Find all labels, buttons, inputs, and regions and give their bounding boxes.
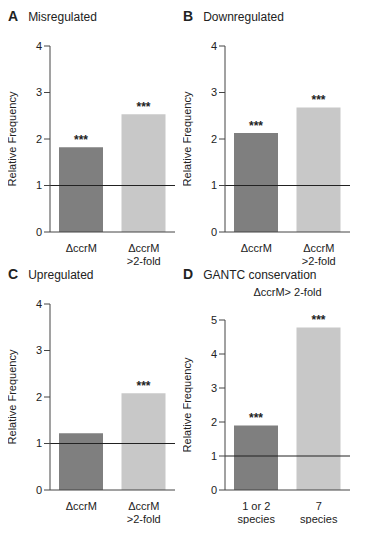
svg-text:2: 2 bbox=[211, 133, 217, 145]
svg-text:1: 1 bbox=[36, 179, 42, 191]
svg-text:2: 2 bbox=[36, 391, 42, 403]
svg-text:***: *** bbox=[136, 379, 150, 393]
svg-text:1: 1 bbox=[36, 437, 42, 449]
html-text:A: A bbox=[8, 8, 19, 24]
svg-text:7species: 7species bbox=[300, 500, 338, 524]
html-text:D: D bbox=[183, 266, 194, 282]
svg-text:ΔccrM: ΔccrM bbox=[66, 500, 97, 512]
html-text:Misregulated: Misregulated bbox=[28, 10, 97, 24]
svg-text:1: 1 bbox=[211, 179, 217, 191]
svg-text:1 or 2species: 1 or 2species bbox=[238, 500, 276, 524]
svg-text:Relative Frequency: Relative Frequency bbox=[8, 91, 18, 186]
svg-text:***: *** bbox=[136, 100, 150, 114]
svg-text:3: 3 bbox=[211, 382, 217, 394]
svg-text:ΔccrM>2-fold: ΔccrM>2-fold bbox=[302, 242, 336, 266]
svg-text:0: 0 bbox=[211, 226, 217, 238]
svg-text:0: 0 bbox=[36, 484, 42, 496]
svg-text:0: 0 bbox=[211, 484, 217, 496]
html-text:GANTC conservation: GANTC conservation bbox=[203, 268, 317, 282]
svg-text:ΔccrM: ΔccrM bbox=[66, 242, 97, 254]
svg-text:***: *** bbox=[74, 133, 88, 147]
svg-text:ΔccrM>2-fold: ΔccrM>2-fold bbox=[127, 242, 161, 266]
svg-text:ΔccrM>2-fold: ΔccrM>2-fold bbox=[127, 500, 161, 524]
svg-text:***: *** bbox=[249, 411, 263, 425]
svg-text:***: *** bbox=[311, 313, 325, 327]
html-text:B: B bbox=[183, 8, 194, 24]
html-text:C: C bbox=[8, 266, 19, 282]
svg-text:Relative Frequency: Relative Frequency bbox=[8, 349, 18, 444]
svg-text:5: 5 bbox=[211, 314, 217, 326]
svg-text:3: 3 bbox=[211, 86, 217, 98]
svg-text:Relative Frequency: Relative Frequency bbox=[183, 91, 193, 186]
svg-text:2: 2 bbox=[36, 133, 42, 145]
svg-text:4: 4 bbox=[36, 40, 42, 52]
html-text:Upregulated: Upregulated bbox=[28, 268, 94, 282]
svg-text:0: 0 bbox=[36, 226, 42, 238]
svg-text:Relative Frequency: Relative Frequency bbox=[183, 357, 193, 452]
svg-text:3: 3 bbox=[36, 344, 42, 356]
svg-text:2: 2 bbox=[211, 416, 217, 428]
svg-text:3: 3 bbox=[36, 86, 42, 98]
html-text:ΔccrM> 2-fold: ΔccrM> 2-fold bbox=[253, 286, 322, 298]
svg-text:1: 1 bbox=[211, 450, 217, 462]
svg-text:ΔccrM: ΔccrM bbox=[241, 242, 272, 254]
svg-text:4: 4 bbox=[211, 40, 217, 52]
svg-text:4: 4 bbox=[211, 348, 217, 360]
svg-text:***: *** bbox=[249, 119, 263, 133]
svg-text:4: 4 bbox=[36, 298, 42, 310]
svg-text:***: *** bbox=[311, 93, 325, 107]
html-text:Downregulated: Downregulated bbox=[203, 10, 284, 24]
